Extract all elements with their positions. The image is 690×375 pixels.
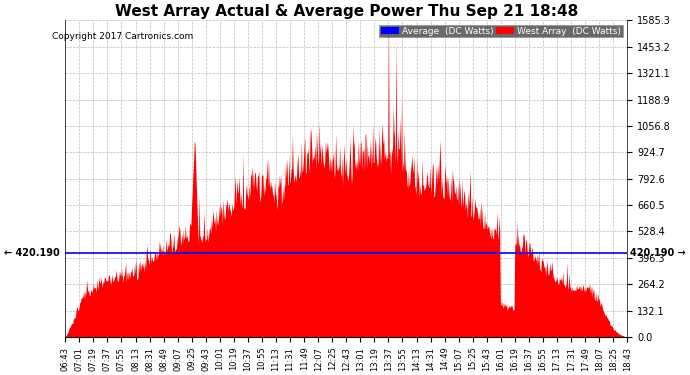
Legend: Average  (DC Watts), West Array  (DC Watts): Average (DC Watts), West Array (DC Watts… (380, 25, 623, 38)
Title: West Array Actual & Average Power Thu Sep 21 18:48: West Array Actual & Average Power Thu Se… (115, 4, 578, 19)
Text: Copyright 2017 Cartronics.com: Copyright 2017 Cartronics.com (52, 32, 193, 41)
Text: 420.190 →: 420.190 → (630, 248, 686, 258)
Text: ← 420.190: ← 420.190 (4, 248, 59, 258)
